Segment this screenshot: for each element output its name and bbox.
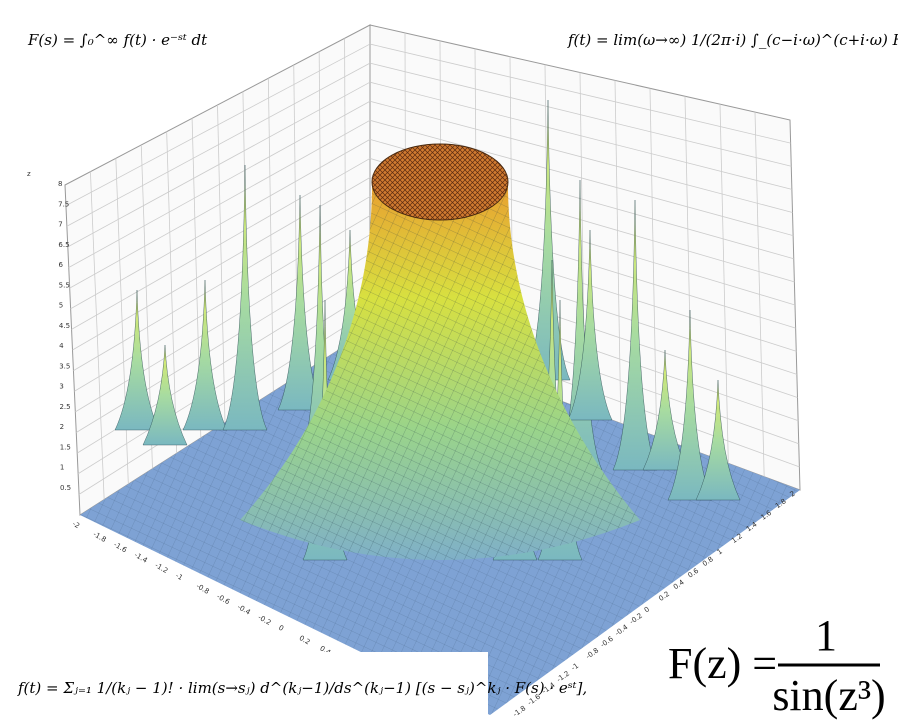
- spike: [525, 99, 571, 381]
- tick-label: -0.6: [215, 592, 231, 606]
- tick-label: -0.2: [628, 612, 644, 626]
- tick-label: -2: [71, 520, 81, 530]
- spike: [695, 379, 741, 501]
- wall-grid: [719, 104, 729, 464]
- spike: [182, 279, 228, 431]
- tick-label: -1: [570, 662, 580, 673]
- spike: [642, 349, 688, 471]
- wall-grid: [649, 88, 658, 437]
- tick-label: 0: [643, 605, 651, 614]
- tick-label: -0.2: [257, 613, 273, 627]
- tick-label: 3: [59, 383, 63, 391]
- tick-label: 4: [59, 342, 64, 350]
- tick-label: 1.5: [60, 443, 71, 451]
- wall-grid: [90, 171, 105, 500]
- tick-label: 2: [60, 423, 64, 431]
- spike: [114, 289, 160, 431]
- residue-formula: f(t) = Σⱼ₌₁ 1/(kⱼ − 1)! · lim(s→sⱼ) d^(k…: [17, 679, 587, 697]
- inverse-formula: f(t) = lim(ω→∞) 1/(2π·i) ∫_(c−i·ω)^(c+i·…: [567, 31, 898, 49]
- tick-label: 1: [716, 547, 724, 556]
- spike: [222, 164, 268, 431]
- tick-label: 5.5: [59, 281, 70, 289]
- spike: [142, 344, 188, 446]
- tick-label: 4.5: [59, 322, 70, 330]
- tick-label: -0.6: [599, 634, 615, 649]
- spike: [567, 229, 613, 421]
- z-axis-label: z: [27, 170, 31, 178]
- peak-top: [371, 143, 509, 221]
- function-numerator: 1: [815, 611, 837, 660]
- tick-label: -1.8: [92, 530, 108, 544]
- wall-grid: [344, 38, 347, 346]
- tick-label: -1.6: [112, 541, 128, 555]
- wall-grid: [614, 80, 622, 424]
- tick-label: -1.2: [153, 561, 169, 575]
- central-peak-mesh: [240, 185, 640, 560]
- wall-grid: [217, 104, 226, 423]
- spike: [612, 199, 658, 471]
- tick-label: 7.5: [58, 200, 69, 208]
- tick-label: 8: [58, 180, 62, 188]
- tick-label: -0.4: [614, 623, 630, 638]
- tick-label: -0.4: [236, 603, 252, 617]
- tick-label: 2: [789, 490, 797, 499]
- spike: [667, 309, 713, 501]
- tick-label: 0.5: [60, 484, 71, 492]
- tick-label: 1: [60, 464, 64, 472]
- tick-label: 0.2: [298, 634, 312, 646]
- tick-label: 2.5: [59, 403, 70, 411]
- tick-label: 3.5: [59, 362, 70, 370]
- tick-label: 6.5: [58, 241, 69, 249]
- axis-ticks: 8 7.5 7 6.5 6 5.5 5 4.5 4 3.5 3 2.5 2 1.5 1 0.5 -2 -1.8 -1…: [58, 180, 797, 719]
- tick-label: 7: [58, 221, 62, 229]
- formula-box: [0, 652, 488, 726]
- tick-label: -0.8: [195, 582, 211, 596]
- tick-label: 6: [59, 261, 64, 269]
- tick-label: -1.4: [133, 551, 149, 565]
- wall-grid: [166, 131, 178, 454]
- laplace-formula: F(s) = ∫₀^∞ f(t) · e⁻ˢᵗ dt: [27, 31, 208, 49]
- tick-label: 0: [277, 624, 285, 633]
- function-denominator: sin(z³): [772, 671, 885, 720]
- tick-label: -1.8: [512, 704, 528, 718]
- tick-label: 5: [59, 302, 63, 310]
- function-lhs: F(z) =: [668, 639, 777, 688]
- tick-label: -0.8: [584, 646, 600, 660]
- wall-grid: [267, 78, 274, 392]
- tick-label: -1: [174, 572, 184, 582]
- wall-grid: [754, 112, 765, 477]
